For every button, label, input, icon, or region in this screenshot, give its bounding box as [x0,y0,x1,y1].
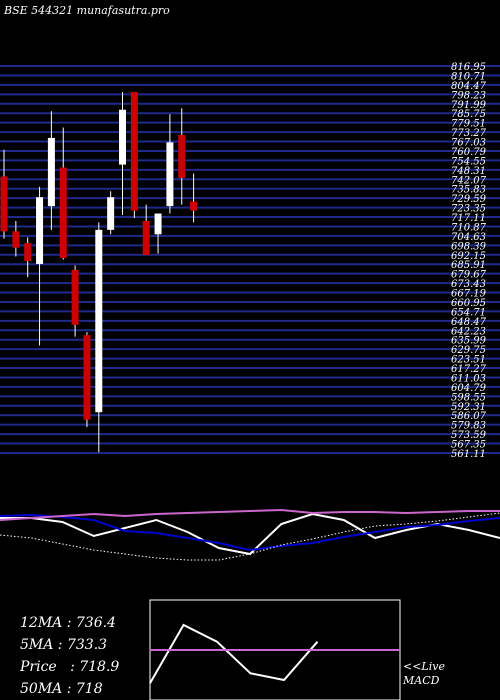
price-label: 598.55 [451,392,486,403]
price-label: 748.31 [451,166,486,177]
candle-body [142,220,150,256]
candle-body [178,134,186,178]
price-label: 654.71 [451,307,486,318]
price-label: 692.15 [451,251,486,262]
candle-body [119,109,126,165]
price-label: 611.03 [451,373,486,384]
price-label: 735.83 [451,185,486,196]
candle-body [166,142,174,207]
price-label: 710.87 [451,222,487,233]
price-label: 667.19 [451,289,487,300]
candle-body [71,269,79,325]
price-label: 617.27 [451,364,487,375]
price-label: 648.47 [451,317,487,328]
price-label: 810.71 [451,71,486,82]
stat-12ma: 12MA : 736.4 [20,615,116,631]
candle-body [47,137,55,207]
price-label: 742.07 [451,175,487,186]
price-label: 816.95 [451,62,486,73]
stat-5ma: 5MA : 733.3 [20,637,108,653]
price-label: 642.23 [451,326,486,337]
candle-body [0,176,8,232]
candle-body [59,167,67,259]
stat-50ma: 50MA : 718 [20,681,103,697]
price-label: 673.43 [451,279,486,290]
price-label: 679.67 [451,270,487,281]
price-label: 773.27 [451,128,487,139]
price-label: 791.99 [451,100,487,111]
price-label: 685.91 [451,260,486,271]
macd-line [149,623,319,684]
price-label: 698.39 [451,241,487,252]
ma-line [0,512,500,556]
price-label: 592.31 [451,402,486,413]
price-label: 717.11 [451,213,486,224]
price-label: 723.35 [451,204,486,215]
price-label: 785.75 [451,109,486,120]
candlestick-series [0,91,198,453]
candle-body [154,213,162,235]
chart-title: BSE 544321 munafasutra.pro [4,4,170,17]
price-label: 629.75 [451,345,486,356]
candle-body [190,201,198,211]
ma-line [0,513,500,552]
candle-body [12,231,20,248]
candle-body [107,197,115,230]
candle-body [130,91,138,211]
price-label: 561.11 [451,449,486,460]
price-label: 623.51 [451,355,486,366]
price-axis-labels: 816.95810.71804.47798.23791.99785.75779.… [451,62,487,460]
macd-lines [149,623,400,684]
price-label: 604.79 [451,383,487,394]
candle-body [95,229,103,413]
stat-price: Price : 718.9 [20,659,120,675]
price-label: 804.47 [451,81,487,92]
price-label: 660.95 [451,298,486,309]
candle-body [36,197,44,264]
candle-body [83,335,91,420]
price-label: 635.99 [451,336,487,347]
price-label: 760.79 [451,147,487,158]
ma-stats: 12MA : 736.4 5MA : 733.3 Price : 718.9 5… [20,612,119,700]
price-label: 767.03 [451,138,486,149]
price-label: 579.83 [451,421,486,432]
candle-body [24,243,32,261]
moving-average-lines [0,508,500,561]
price-label: 729.59 [451,194,487,205]
price-label: 567.35 [451,440,486,451]
price-label: 573.59 [451,430,487,441]
macd-label-title: MACD [403,674,440,687]
ma-line [0,508,500,521]
ma-line [0,512,500,561]
price-gridlines [0,65,500,454]
price-label: 798.23 [451,90,486,101]
price-label: 779.51 [451,119,486,130]
macd-label-live: <<Live [403,660,445,673]
price-label: 754.55 [451,156,486,167]
price-label: 704.63 [451,232,486,243]
price-label: 586.07 [451,411,487,422]
macd-label: <<Live MACD [403,660,445,688]
